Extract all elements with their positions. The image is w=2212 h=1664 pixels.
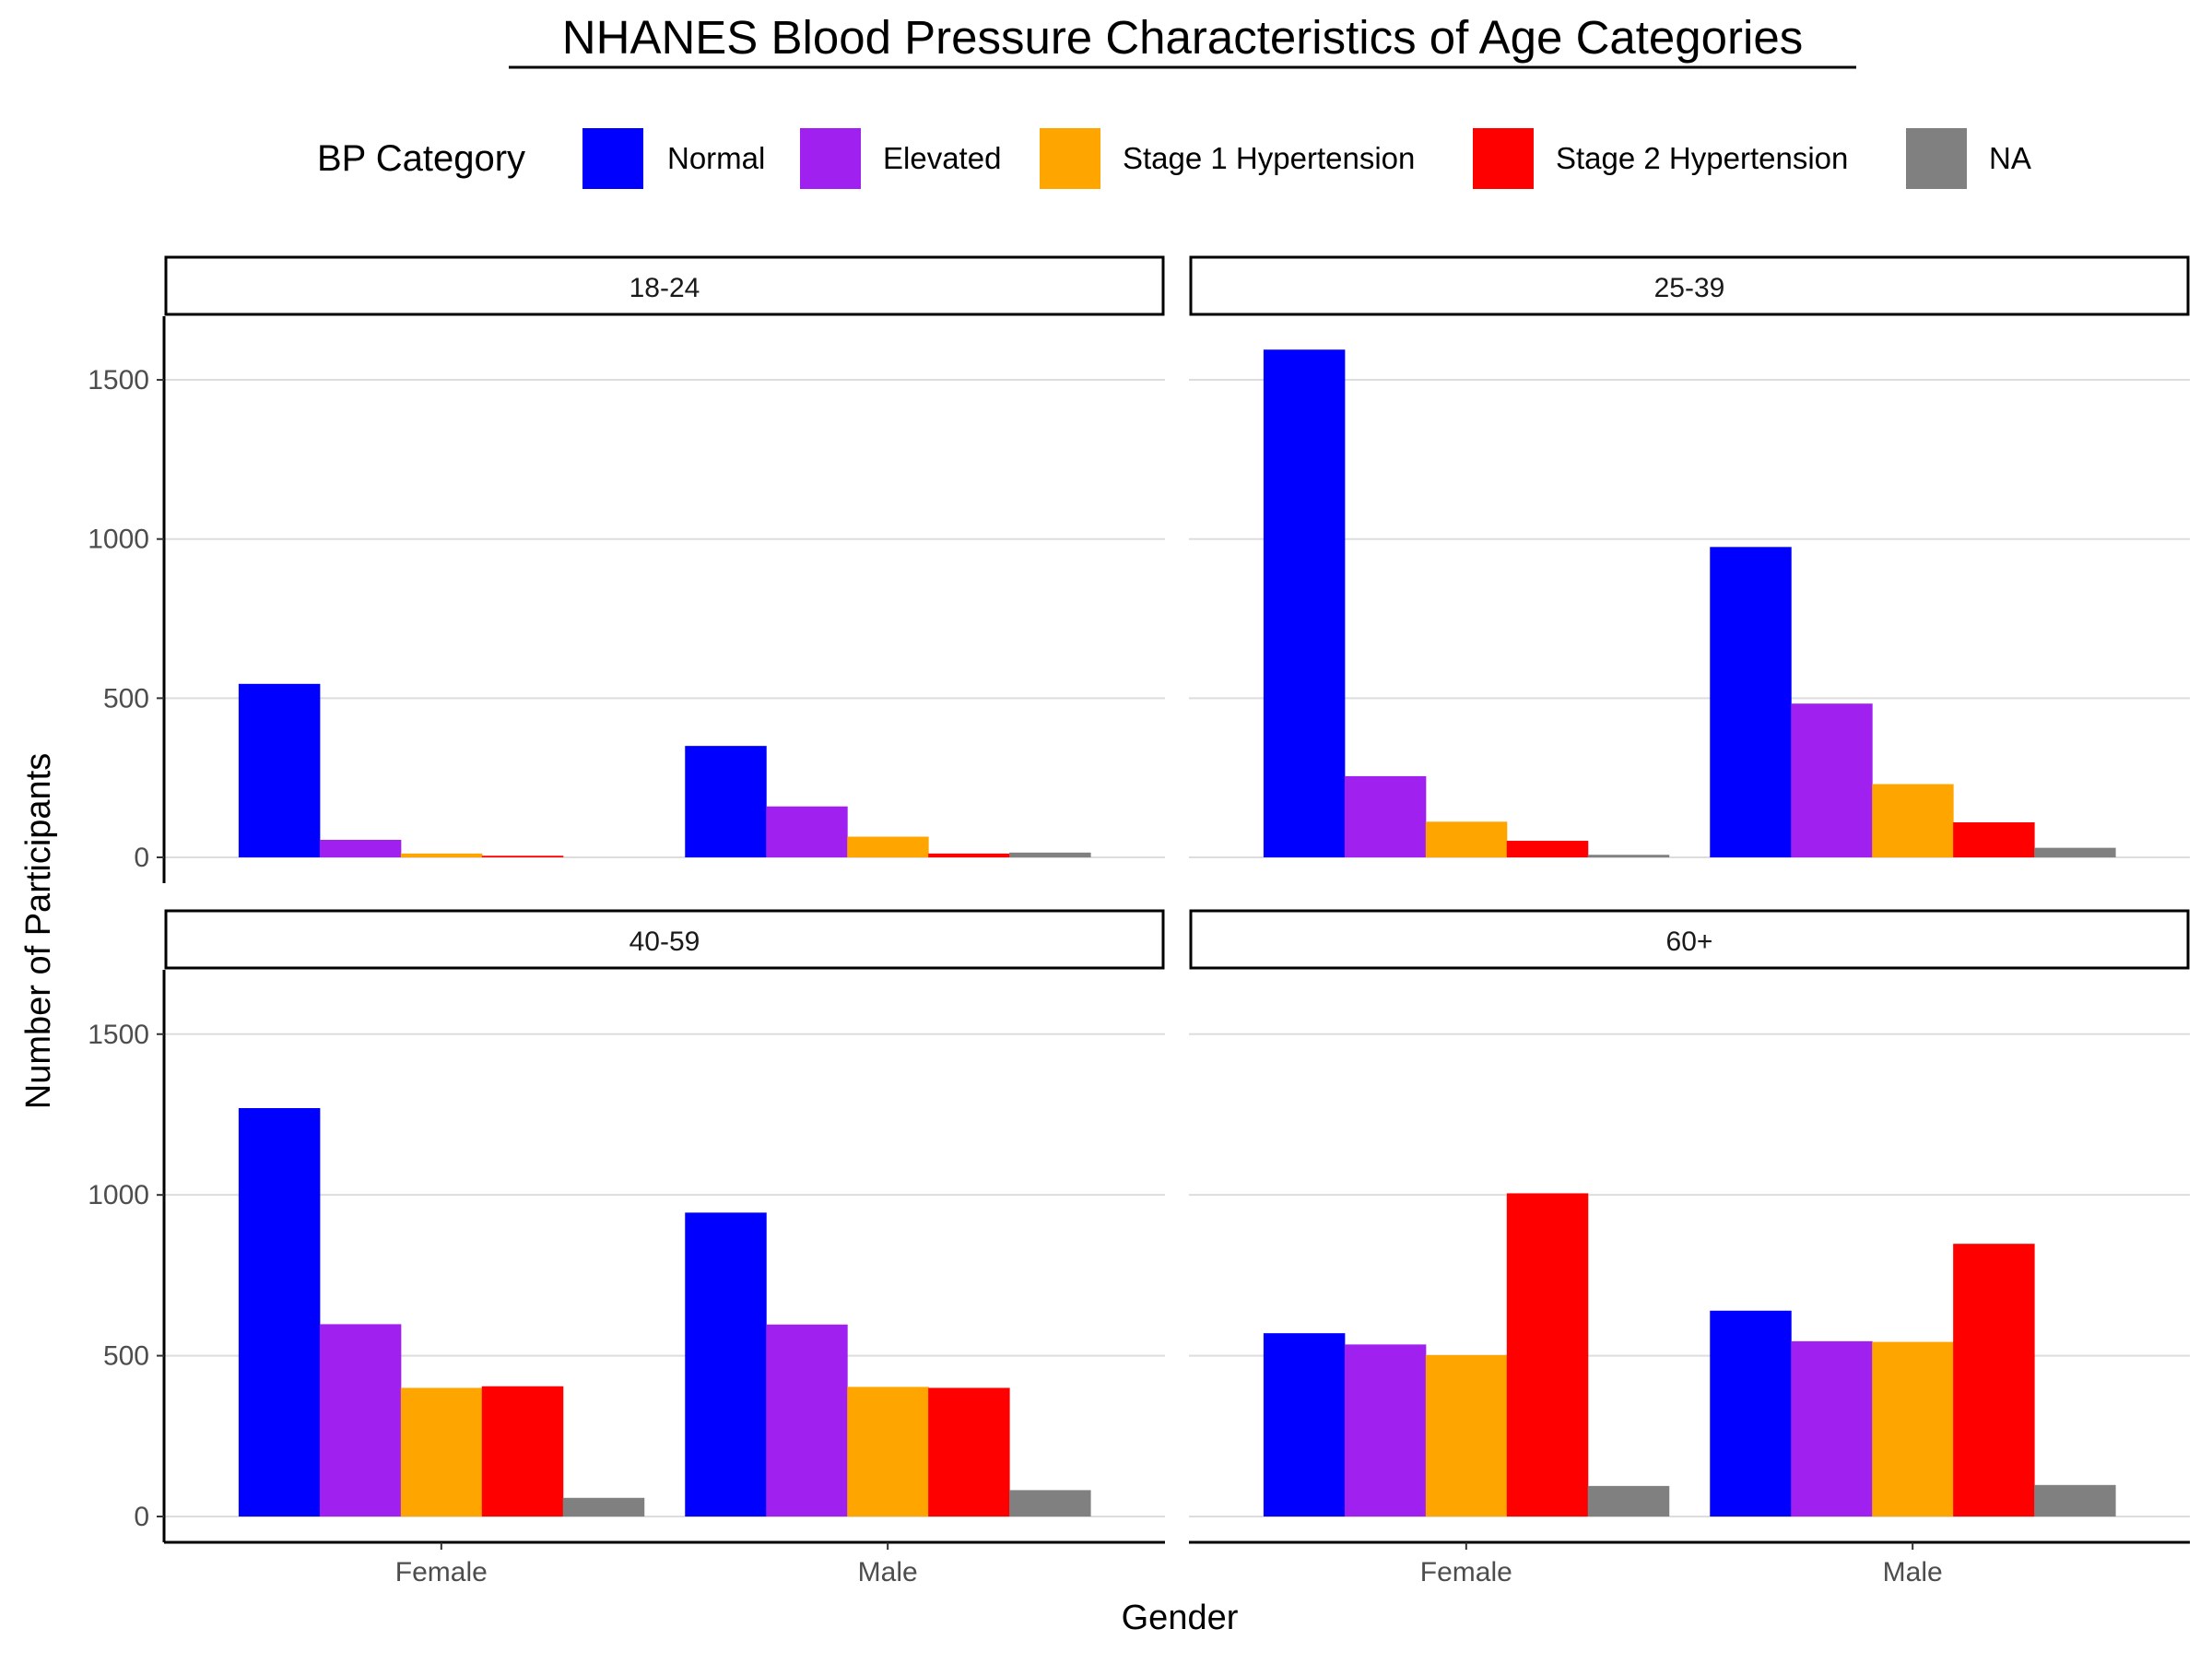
legend-key-na [1906,128,1967,189]
bar-18-24-female-stage-2-hypertension [481,856,564,857]
bar-40-59-male-stage-2-hypertension [928,1387,1010,1516]
facet-strip-18-24 [164,255,1165,316]
bar-60-male-elevated [1791,1340,1873,1516]
facet-panel-25-39: 25-39 [1189,255,2190,858]
bar-25-39-male-elevated [1791,703,1873,857]
bar-60-female-na [1587,1485,1670,1516]
bar-60-male-normal [1710,1310,1792,1516]
legend-key-normal [582,128,643,189]
legend-label-elevated: Elevated [883,141,1001,175]
legend: BP Category Normal Elevated Stage 1 Hypert… [317,128,2031,189]
facet-panel-60: 60+ Female Male [1189,909,2190,1587]
bar-25-39-male-stage-2-hypertension [1953,822,2035,857]
y-tick-label-18-24-1500: 1500 [88,365,149,395]
y-tick-label-40-59-0: 0 [134,1502,149,1532]
facet-strip-40-59 [164,909,1165,970]
bar-18-24-female-stage-1-hypertension [400,853,483,857]
facet-strip-label-60: 60+ [1666,926,1713,957]
facet-strip-label-40-59: 40-59 [629,926,700,957]
bar-60-male-stage-1-hypertension [1872,1341,1954,1516]
y-tick-label-18-24-1000: 1000 [88,525,149,555]
bar-25-39-female-stage-1-hypertension [1425,821,1508,857]
bar-18-24-female-normal [238,683,321,857]
x-tick-label-40-59-female: Female [395,1557,488,1587]
facet-strip-25-39 [1189,255,2190,316]
bar-25-39-female-stage-2-hypertension [1506,841,1589,857]
bar-40-59-female-stage-1-hypertension [400,1387,483,1516]
bar-40-59-female-elevated [319,1324,402,1516]
legend-label-normal: Normal [667,141,765,175]
bar-18-24-male-normal [685,746,767,857]
bar-25-39-female-na [1587,855,1670,857]
bar-25-39-male-stage-1-hypertension [1872,784,1954,857]
legend-key-stage-1-hypertension [1040,128,1100,189]
bar-60-female-stage-2-hypertension [1506,1193,1589,1516]
x-axis-label: Gender [1122,1599,1239,1637]
bar-18-24-female-elevated [319,840,402,857]
bar-18-24-male-elevated [766,806,848,857]
bar-40-59-male-stage-1-hypertension [847,1387,929,1516]
bar-60-male-stage-2-hypertension [1953,1244,2035,1516]
bar-40-59-male-normal [685,1212,767,1516]
bar-60-female-normal [1263,1333,1346,1516]
legend-label-na: NA [1989,141,2031,175]
bar-40-59-male-na [1009,1490,1091,1516]
y-tick-label-40-59-1000: 1000 [88,1180,149,1210]
facets: 18-24 0 500 1000 1500 25-39 40-59 0 500 1000 1500 F… [88,255,2190,1587]
y-tick-label-40-59-500: 500 [103,1341,149,1372]
legend-key-stage-2-hypertension [1473,128,1534,189]
legend-label-stage-1-hypertension: Stage 1 Hypertension [1123,141,1415,175]
bar-18-24-male-na [1009,852,1091,857]
y-tick-label-40-59-1500: 1500 [88,1020,149,1050]
bar-25-39-male-na [2034,847,2116,857]
bar-25-39-female-elevated [1344,775,1427,857]
legend-label-stage-2-hypertension: Stage 2 Hypertension [1556,141,1848,175]
bar-60-female-stage-1-hypertension [1425,1354,1508,1516]
x-tick-label-40-59-male: Male [858,1557,918,1587]
y-tick-label-18-24-500: 500 [103,683,149,714]
y-tick-label-18-24-0: 0 [134,843,149,873]
bar-60-male-na [2034,1484,2116,1516]
bar-18-24-male-stage-2-hypertension [928,853,1010,857]
facet-panel-18-24: 18-24 0 500 1000 1500 [88,255,1165,883]
facet-strip-60 [1189,909,2190,970]
legend-key-elevated [800,128,861,189]
bar-60-female-elevated [1344,1344,1427,1516]
facet-strip-label-25-39: 25-39 [1654,273,1725,303]
bar-25-39-male-normal [1710,547,1792,857]
chart-title: NHANES Blood Pressure Characteristics of… [562,11,1803,64]
bar-40-59-female-stage-2-hypertension [481,1386,564,1516]
legend-title: BP Category [317,138,525,179]
bar-40-59-female-na [562,1497,645,1516]
bar-25-39-female-normal [1263,349,1346,858]
y-axis-label: Number of Participants [19,753,58,1110]
facet-strip-label-18-24: 18-24 [629,273,700,303]
bar-18-24-male-stage-1-hypertension [847,836,929,857]
facet-panel-40-59: 40-59 0 500 1000 1500 Female Male [88,909,1165,1587]
bar-40-59-male-elevated [766,1324,848,1516]
x-tick-label-60-male: Male [1883,1557,1943,1587]
bar-40-59-female-normal [238,1107,321,1516]
x-tick-label-60-female: Female [1420,1557,1512,1587]
